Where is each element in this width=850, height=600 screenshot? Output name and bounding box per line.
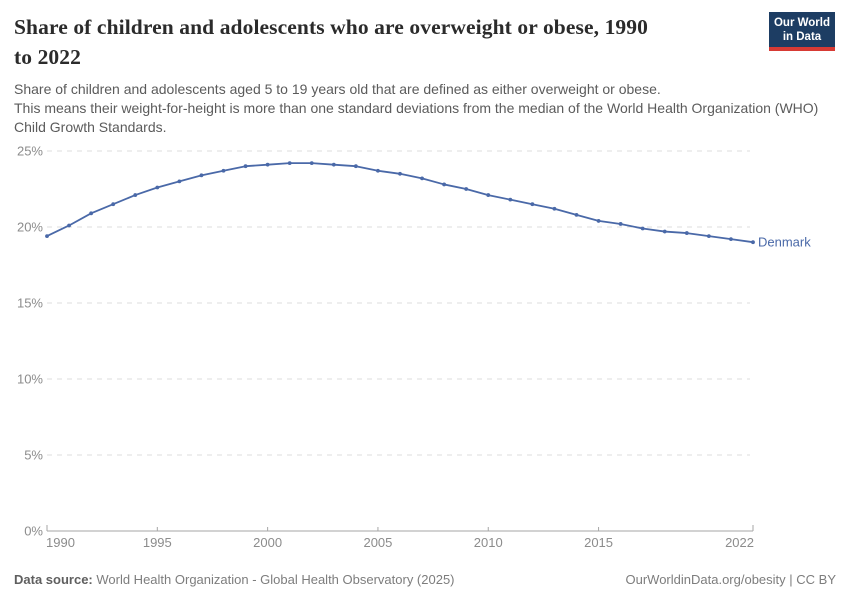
data-point (706, 234, 711, 239)
data-point (221, 168, 226, 173)
data-point (287, 161, 292, 166)
data-point (751, 240, 755, 245)
y-axis-tick-label: 25% (17, 144, 43, 159)
x-axis-tick-label: 2022 (725, 535, 754, 550)
x-axis-tick-label: 1990 (46, 535, 75, 550)
data-point (464, 187, 469, 191)
data-point (420, 176, 424, 181)
data-point (243, 164, 248, 169)
data-point (331, 162, 336, 167)
data-point (530, 202, 535, 207)
data-point (67, 223, 71, 228)
data-point (729, 237, 733, 242)
data-point (177, 179, 182, 184)
data-point (89, 211, 94, 216)
chart-footer: Data source: World Health Organization -… (14, 572, 836, 587)
data-point (111, 202, 116, 207)
data-point (398, 171, 402, 176)
chart-title-line1: Share of children and adolescents who ar… (14, 15, 648, 39)
y-axis-tick-label: 5% (24, 448, 43, 463)
data-point (486, 193, 491, 197)
x-axis-tick-label: 2010 (474, 535, 503, 550)
y-axis-tick-label: 20% (17, 220, 43, 235)
data-point (596, 219, 601, 223)
attribution-note: OurWorldinData.org/obesity | CC BY (625, 572, 837, 587)
owid-logo-line1: Our World (773, 17, 830, 29)
chart-title: Share of children and adolescents who ar… (14, 12, 836, 72)
x-axis-tick-label: 2005 (363, 535, 392, 550)
data-point (684, 231, 689, 235)
data-point (265, 162, 270, 167)
owid-logo-line2: in Data (782, 31, 822, 43)
data-source-note: Data source: World Health Organization -… (14, 572, 455, 587)
data-point (442, 182, 447, 187)
data-point (574, 212, 579, 217)
data-point (199, 173, 204, 178)
data-source-label: Data source: (14, 572, 93, 587)
data-point (309, 161, 314, 166)
chart-title-line2: to 2022 (14, 45, 81, 69)
data-point (376, 168, 380, 173)
data-point (640, 226, 645, 231)
y-axis-tick-label: 0% (24, 524, 43, 539)
chart-subtitle: Share of children and adolescents aged 5… (14, 80, 836, 137)
data-point (353, 164, 358, 169)
y-axis-tick-label: 10% (17, 372, 43, 387)
chart-subtitle-rest: This means their weight-for-height is mo… (14, 100, 819, 135)
data-point (155, 185, 160, 190)
data-point (508, 197, 513, 202)
y-axis-tick-label: 15% (17, 296, 43, 311)
data-point (45, 234, 49, 239)
line-chart-canvas: 0% 5% 10% 15% 20% 25% 1990 1995 2000 2005 2010 2015… (17, 144, 811, 551)
data-point (552, 206, 557, 211)
owid-logo: Our World in Data (769, 12, 835, 51)
x-axis-tick-label: 2015 (584, 535, 613, 550)
data-source-text: World Health Organization - Global Healt… (92, 572, 455, 587)
x-axis-tick-label: 1995 (143, 535, 172, 550)
entity-label: Denmark (758, 235, 811, 250)
chart-subtitle-sentence1: Share of children and adolescents aged 5… (14, 81, 661, 97)
data-point (618, 222, 623, 226)
chart-header: Share of children and adolescents who ar… (14, 12, 836, 137)
x-axis-tick-label: 2000 (253, 535, 282, 550)
data-point (133, 193, 138, 197)
data-point (662, 229, 667, 234)
